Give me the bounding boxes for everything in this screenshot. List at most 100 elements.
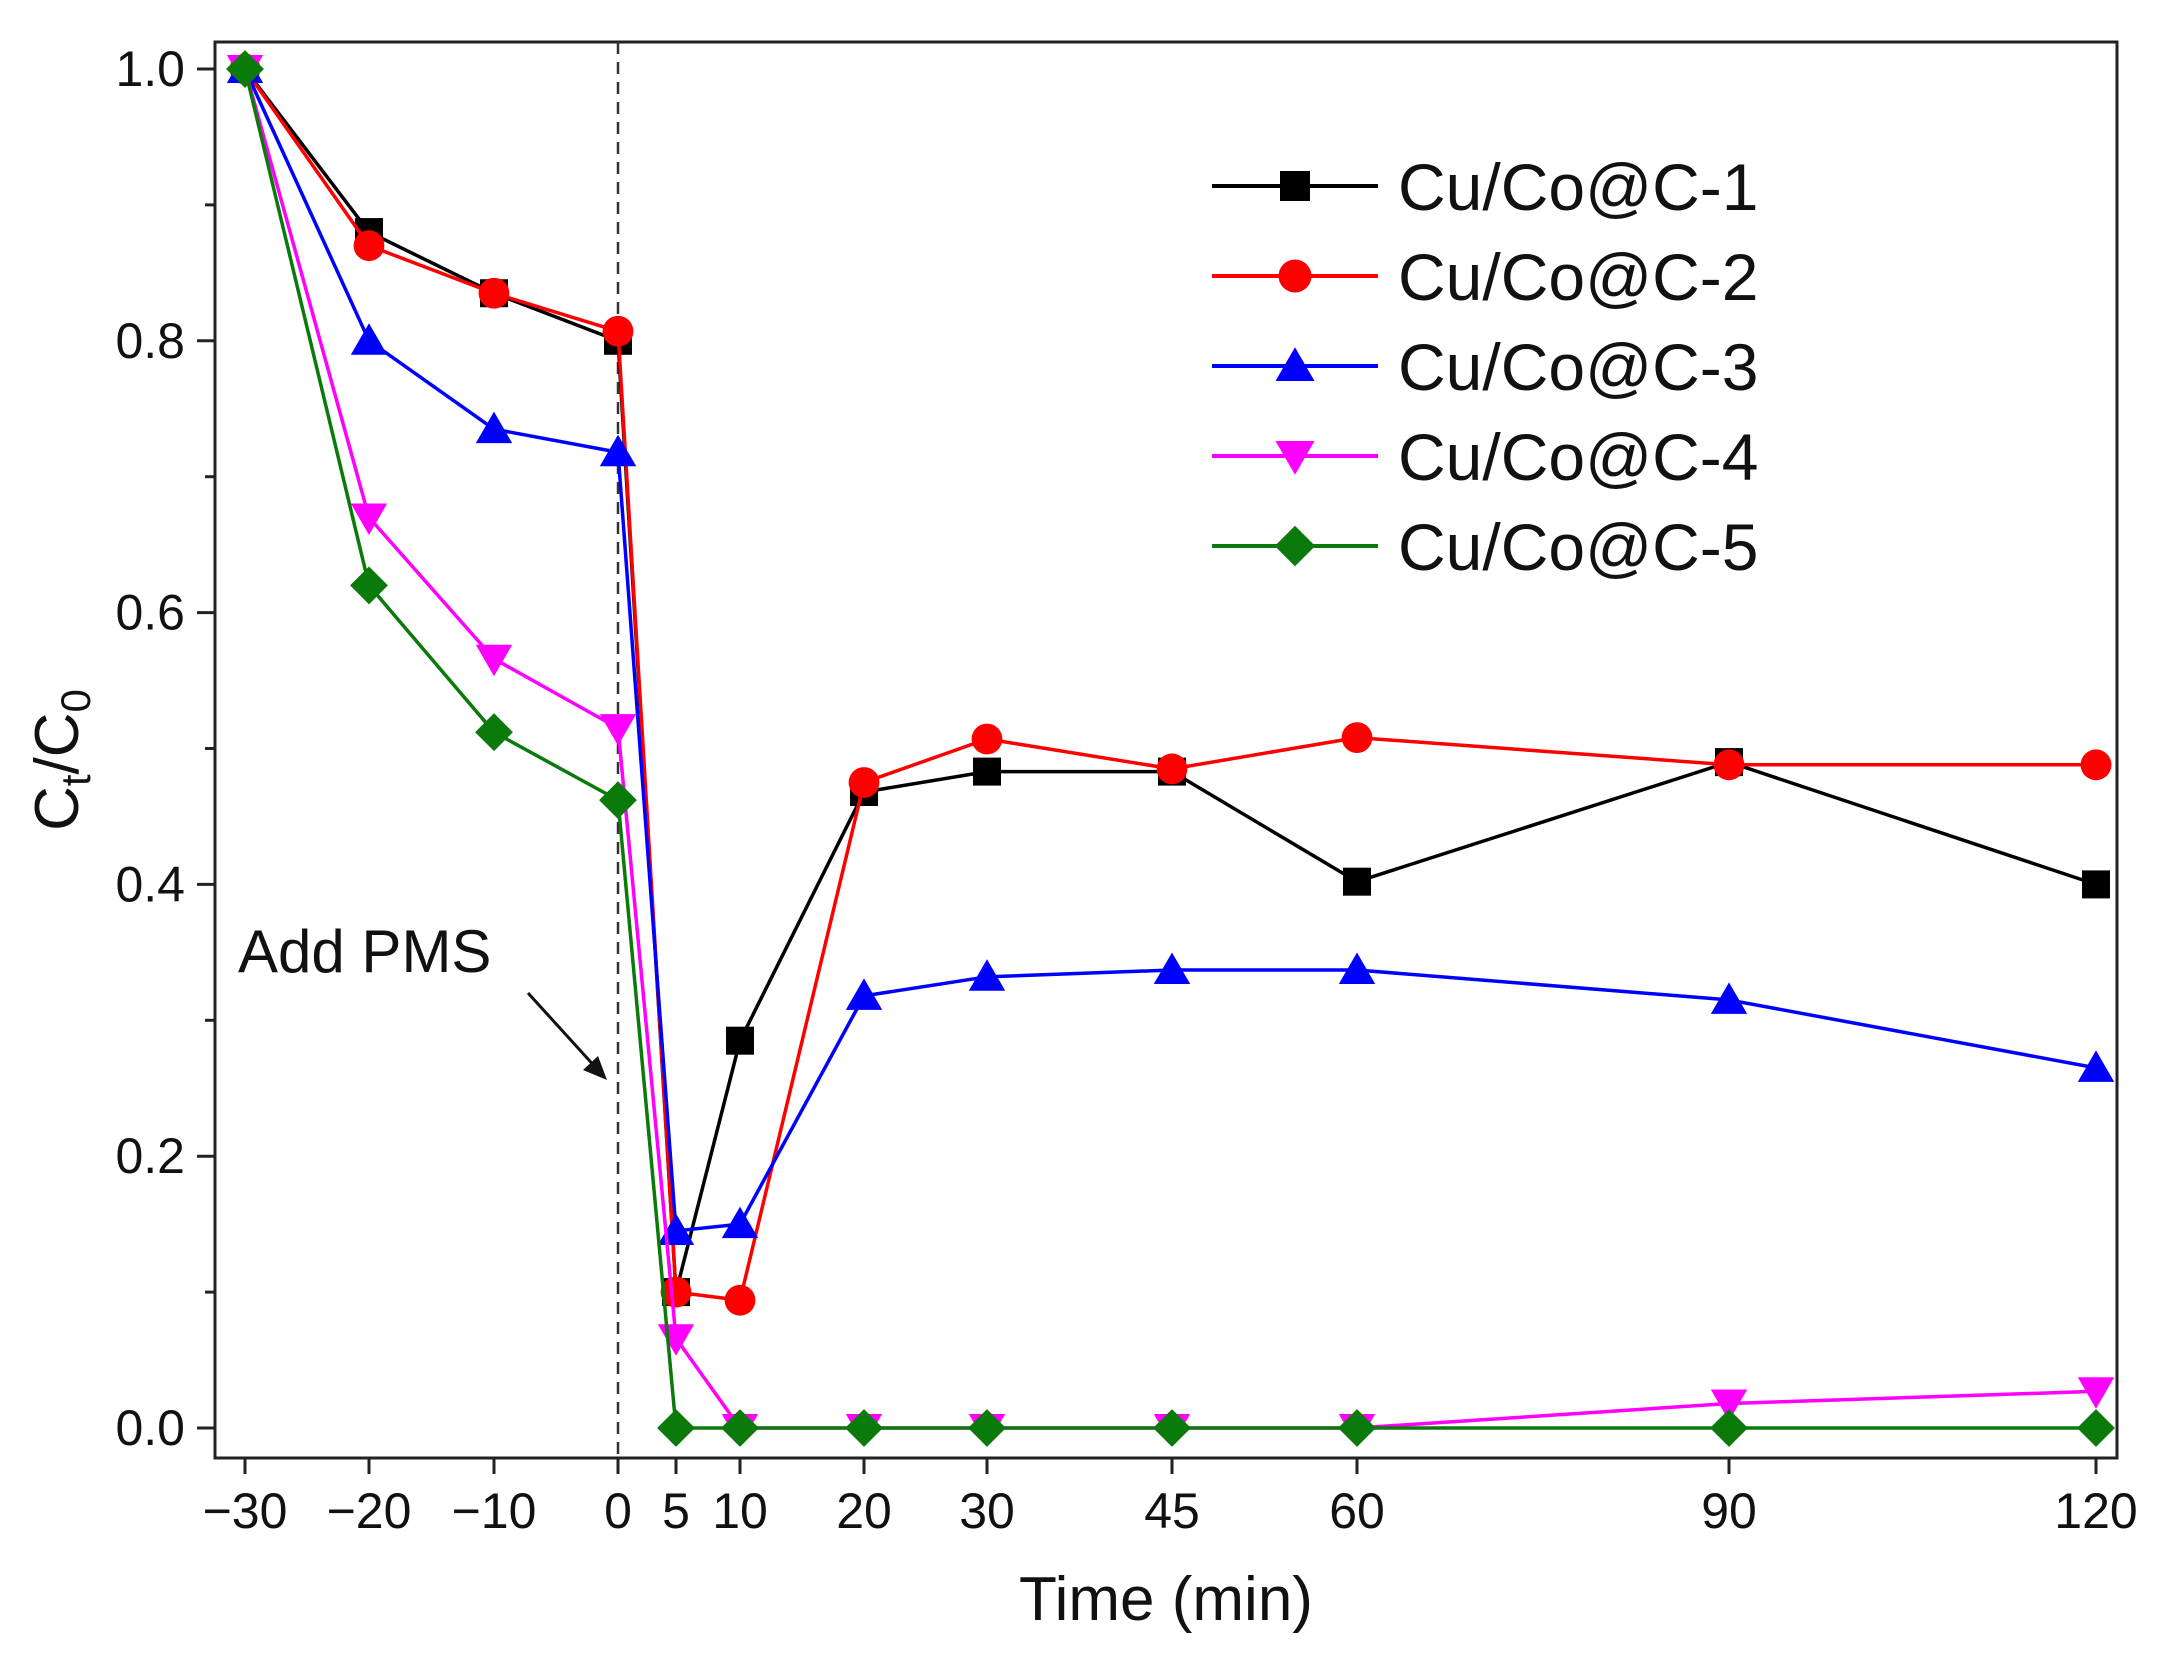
y-tick-label: 1.0 [115,41,185,97]
x-tick-label: 45 [1144,1483,1200,1539]
y-axis: 0.0 0.2 0.4 0.6 0.8 1.0 [115,41,215,1456]
y-axis-title: Ct/C0 [23,689,99,831]
y-title-c: C [23,786,92,831]
y-tick-label: 0.0 [115,1400,185,1456]
series-2 [229,53,2112,1316]
series-4 [226,55,2115,1446]
legend-label: Cu/Co@C-5 [1398,510,1758,584]
data-point-circle [1278,259,1312,293]
data-point-circle [2080,749,2112,781]
x-tick-label: 90 [1701,1483,1757,1539]
data-point-square [1343,867,1371,896]
data-point-diamond [721,1409,759,1447]
legend-item: Cu/Co@C-4 [1212,420,1758,494]
legend-item: Cu/Co@C-2 [1212,240,1758,314]
x-tick-label: 5 [662,1483,690,1539]
data-point-diamond [599,781,637,820]
data-point-triangle-down [1710,1389,1748,1422]
data-point-circle [971,723,1003,755]
legend: Cu/Co@C-1 Cu/Co@C-2 Cu/Co@C-3 Cu/Co@C-4 Cu/C… [1212,150,1758,584]
data-point-triangle-down [2077,1377,2115,1409]
data-point-diamond [1338,1409,1376,1447]
data-point-triangle-down [599,714,637,746]
y-title-sep: /C [23,712,92,774]
data-point-triangle-down [350,503,388,535]
series-line [243,68,2097,1233]
data-point-circle [1713,749,1745,781]
data-point-triangle-down [475,644,513,677]
y-title-sub-0: 0 [52,689,99,712]
y-tick-label: 0.2 [115,1128,185,1184]
data-point-diamond [968,1409,1006,1447]
y-title-sub-t: t [52,774,99,786]
y-tick-label: 0.6 [115,585,185,641]
data-point-circle [724,1284,756,1316]
series-line [243,67,2097,1294]
data-point-triangle-up [1338,952,1376,985]
data-point-circle [478,277,510,309]
data-point-triangle-up [1153,952,1191,985]
data-point-triangle-down [1275,441,1315,475]
series-layer [226,50,2115,1447]
legend-label: Cu/Co@C-4 [1398,420,1758,494]
y-tick-label: 0.4 [115,856,185,912]
series-5 [226,50,2115,1447]
series-1 [231,55,2110,1307]
x-axis-title: Time (min) [1019,1565,1313,1634]
data-point-triangle-down [657,1324,695,1356]
data-point-circle [1156,753,1188,785]
data-point-circle [660,1276,692,1308]
annotation-arrow-line [526,991,600,1072]
data-point-triangle-up [968,959,1006,991]
data-point-diamond [475,713,513,752]
data-point-diamond [657,1409,695,1447]
annotation-arrow-head [583,1056,607,1080]
series-line [243,67,2096,1303]
legend-item: Cu/Co@C-5 [1212,510,1758,584]
data-point-diamond [226,50,264,88]
data-point-diamond [1153,1409,1191,1447]
data-point-triangle-up [599,434,637,467]
data-point-circle [353,230,385,262]
data-point-diamond [350,566,388,605]
legend-item: Cu/Co@C-3 [1212,330,1758,404]
data-point-triangle-up [1275,347,1315,381]
add-pms-annotation: Add PMS [238,918,607,1080]
data-point-square [726,1026,754,1055]
legend-label: Cu/Co@C-3 [1398,330,1758,404]
data-point-circle [1341,722,1373,754]
data-point-square [2082,870,2110,899]
x-tick-label: −30 [203,1483,288,1539]
plot-frame [213,40,2119,1460]
x-tick-label: 30 [959,1483,1015,1539]
data-point-diamond [845,1409,883,1447]
data-point-triangle-up [1710,982,1748,1014]
x-tick-label: 20 [836,1483,892,1539]
x-tick-label: −10 [452,1483,537,1539]
data-point-diamond [1710,1409,1748,1447]
data-point-triangle-up [2077,1050,2115,1082]
data-point-triangle-up [845,978,883,1010]
data-point-triangle-up [475,411,513,444]
legend-item: Cu/Co@C-1 [1212,150,1758,224]
annotation-text: Add PMS [238,918,491,985]
x-tick-label: 10 [712,1483,768,1539]
data-point-triangle-up [721,1206,759,1239]
data-point-diamond [1274,525,1316,567]
x-tick-label: −20 [327,1483,412,1539]
x-tick-label: 0 [604,1483,632,1539]
data-point-square [973,757,1001,786]
data-point-circle [602,315,634,347]
x-tick-label: 60 [1329,1483,1385,1539]
data-point-square [1280,171,1310,201]
legend-label: Cu/Co@C-1 [1398,150,1758,224]
y-tick-label: 0.8 [115,313,185,369]
x-tick-label: 120 [2054,1483,2137,1539]
data-point-diamond [2077,1409,2115,1447]
data-point-circle [848,767,880,798]
series-3 [226,51,2115,1245]
data-point-triangle-up [350,323,388,355]
series-line [243,68,2096,1430]
